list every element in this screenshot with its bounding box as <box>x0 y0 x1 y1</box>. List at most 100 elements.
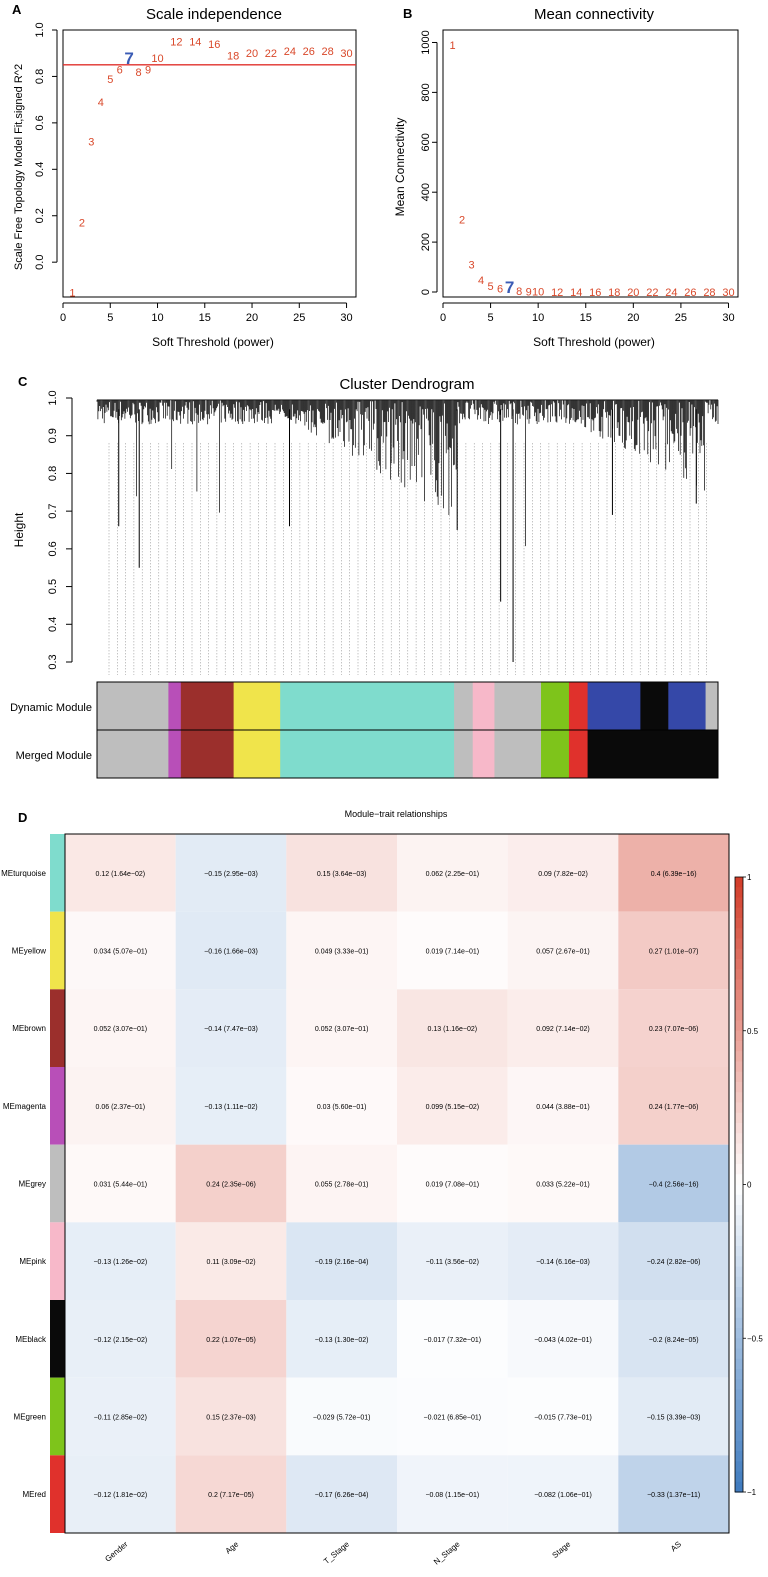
cell-label: 0.052 (3.07e−01) <box>94 1026 148 1033</box>
module-block-magenta <box>168 730 182 778</box>
power-point: 22 <box>265 48 277 60</box>
colorbar-step <box>735 1369 743 1380</box>
cell-label: −0.14 (7.47e−03) <box>204 1026 258 1033</box>
cell-label: −0.11 (2.85e−02) <box>94 1415 147 1422</box>
colorbar-step <box>735 1348 743 1360</box>
colorbar-step <box>735 1358 743 1370</box>
panel-c-title: Cluster Dendrogram <box>339 376 474 393</box>
colorbar-tick-label: 0.5 <box>747 1027 759 1036</box>
power-point: 18 <box>608 287 620 299</box>
colorbar-step <box>735 969 743 981</box>
cell-label: 0.099 (5.15e−02) <box>426 1104 480 1111</box>
cell-label: 0.24 (2.35e−06) <box>206 1182 256 1189</box>
module-block-pink <box>472 682 495 730</box>
power-point: 1 <box>69 287 75 299</box>
colorbar-step <box>735 1133 743 1145</box>
colorbar-step <box>735 1246 743 1257</box>
row-label: MEgreen <box>14 1413 46 1422</box>
cell-label: 0.2 (7.17e−05) <box>208 1492 254 1499</box>
heatmap-cell <box>618 1067 729 1145</box>
cell-label: −0.2 (8.24e−05) <box>649 1337 699 1344</box>
cell-label: −0.13 (1.26e−02) <box>93 1259 147 1266</box>
y-tick-label: 1.0 <box>47 390 59 405</box>
colorbar-step <box>735 1266 743 1278</box>
heatmap-cell <box>507 1067 619 1145</box>
heatmap-cell <box>397 1067 508 1145</box>
x-tick-label: 0 <box>60 312 66 324</box>
row-label: MEpink <box>19 1257 47 1266</box>
row-label: MEbrown <box>12 1024 46 1033</box>
power-point: 8 <box>136 67 142 79</box>
power-point: 6 <box>117 64 123 76</box>
x-tick-label: 5 <box>107 312 113 324</box>
colorbar-step <box>735 1481 743 1493</box>
y-tick-label: 800 <box>420 83 432 101</box>
colorbar-step <box>735 1164 743 1175</box>
heatmap-cell <box>286 1144 397 1223</box>
colorbar-tick-label: 1 <box>747 873 752 882</box>
cell-label: −0.16 (1.66e−03) <box>204 949 258 956</box>
heatmap-cell <box>397 1455 508 1533</box>
colorbar-step <box>735 1328 743 1339</box>
x-tick-label: 5 <box>488 312 494 324</box>
colorbar-step <box>735 1143 743 1155</box>
power-point: 5 <box>488 281 494 293</box>
power-point: 16 <box>208 39 220 51</box>
y-tick-label: 0.8 <box>47 466 59 481</box>
panel-b-plot-box <box>442 29 739 298</box>
column-label: Gender <box>103 1539 129 1563</box>
colorbar-step <box>735 1000 743 1011</box>
power-point: 1 <box>449 40 455 52</box>
module-swatch-MEgrey <box>50 1144 65 1223</box>
row-label: MEyellow <box>12 947 46 956</box>
cell-label: 0.24 (1.77e−06) <box>649 1104 699 1111</box>
dynamic-module-color-row <box>97 682 719 730</box>
panel-a-x-axis: 0 5 10 15 20 25 30 <box>60 302 353 324</box>
colorbar-step <box>735 938 743 950</box>
colorbar-step <box>735 1184 743 1196</box>
cell-label: 0.4 (6.39e−16) <box>651 871 697 878</box>
column-label: T_Stage <box>322 1539 351 1566</box>
heatmap-cell <box>65 1300 176 1378</box>
heatmap-cell <box>286 911 397 990</box>
cell-label: 0.034 (5.07e−01) <box>94 949 148 956</box>
power-point: 4 <box>478 275 484 287</box>
heatmap-cell <box>507 989 619 1067</box>
power-point: 3 <box>468 260 474 272</box>
module-block-turquoise <box>280 730 455 778</box>
colorbar-step <box>735 1451 743 1462</box>
y-tick-label: 0.6 <box>47 541 59 556</box>
colorbar-step <box>735 959 743 970</box>
module-swatch-MEred <box>50 1455 65 1533</box>
colorbar-tick-label: −0.5 <box>747 1334 763 1343</box>
colorbar-step <box>735 1256 743 1268</box>
heatmap-cell <box>286 1300 397 1378</box>
cell-label: 0.13 (1.16e−02) <box>428 1026 478 1033</box>
y-tick-label: 0.4 <box>34 162 46 177</box>
cell-label: −0.015 (7.73e−01) <box>534 1415 592 1422</box>
heatmap-cell <box>65 834 176 912</box>
cell-label: 0.06 (2.37e−01) <box>96 1104 146 1111</box>
column-label: AS <box>669 1540 683 1554</box>
module-swatch-MEbrown <box>50 989 65 1067</box>
module-block-blue <box>587 682 641 730</box>
colorbar-step <box>735 1379 743 1391</box>
colorbar-step <box>735 1287 743 1298</box>
colorbar-step <box>735 887 743 899</box>
power-point: 10 <box>532 287 544 299</box>
colorbar-step <box>735 1471 743 1483</box>
column-label: Age <box>224 1539 241 1555</box>
panel-c-label: C <box>18 374 28 389</box>
colorbar-step <box>735 1430 743 1442</box>
heatmap-cell <box>286 989 397 1067</box>
cell-label: −0.15 (3.39e−03) <box>647 1415 701 1422</box>
y-tick-label: 1.0 <box>34 22 46 37</box>
module-block-black <box>640 682 669 730</box>
cell-label: 0.23 (7.07e−06) <box>649 1026 699 1033</box>
heatmap-cell <box>397 989 508 1067</box>
cell-label: 0.019 (7.08e−01) <box>426 1182 480 1189</box>
colorbar: 1 0.5 0 −0.5 −1 <box>734 873 763 1497</box>
power-point: 22 <box>646 287 658 299</box>
